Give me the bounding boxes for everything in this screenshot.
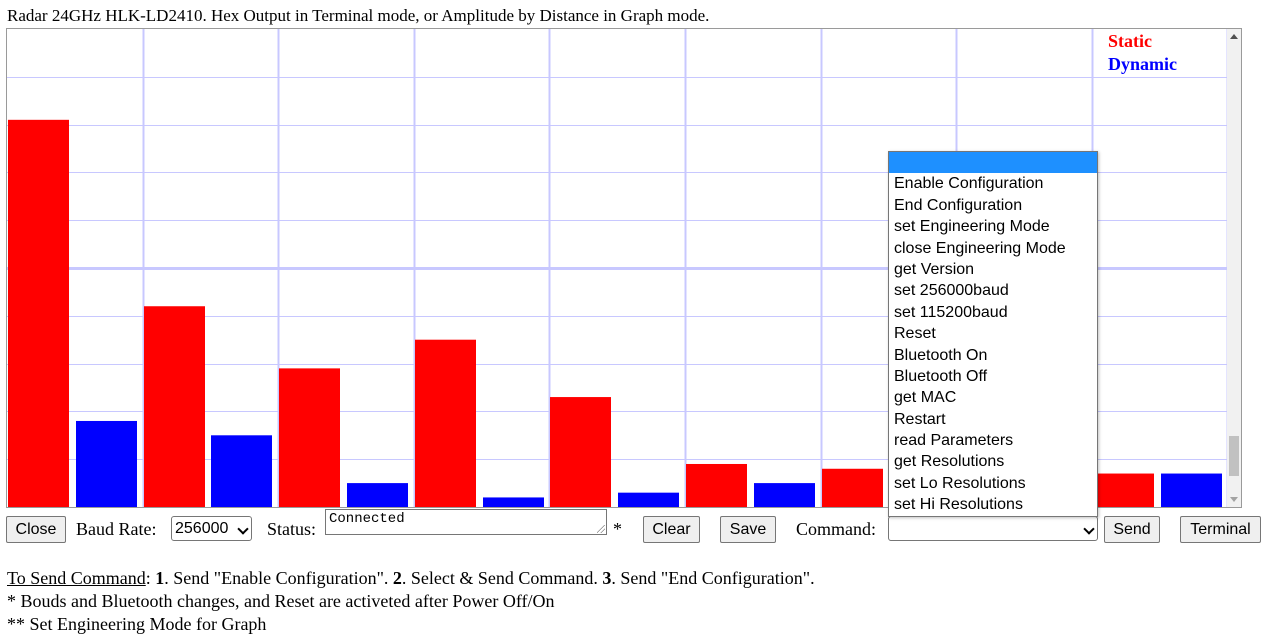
baud-rate-label: Baud Rate: bbox=[76, 519, 157, 539]
static-bar bbox=[1093, 473, 1154, 507]
command-option[interactable]: Enable Configuration bbox=[894, 175, 1044, 193]
chevron-down-icon bbox=[237, 523, 249, 535]
page-title: Radar 24GHz HLK-LD2410. Hex Output in Te… bbox=[7, 6, 710, 25]
baud-rate-select[interactable]: 256000 bbox=[171, 516, 252, 541]
baud-rate-value: 256000 bbox=[175, 520, 229, 537]
step1-text: . Send "Enable Configuration". bbox=[164, 568, 393, 588]
command-dropdown-list[interactable]: Enable Configuration End Configuration set… bbox=[888, 151, 1098, 517]
command-label: Command: bbox=[796, 519, 876, 539]
command-option[interactable]: Bluetooth On bbox=[894, 346, 988, 364]
command-option[interactable]: get Resolutions bbox=[894, 453, 1005, 471]
step3-text: . Send "End Configuration". bbox=[611, 568, 815, 588]
command-option[interactable]: close Engineering Mode bbox=[894, 239, 1066, 257]
dynamic-bar bbox=[483, 497, 544, 507]
command-option[interactable]: Reset bbox=[894, 325, 936, 343]
command-option[interactable] bbox=[889, 152, 1097, 174]
command-option[interactable]: Bluetooth Off bbox=[894, 367, 988, 385]
instructions-steps: To Send Command: 1. Send "Enable Configu… bbox=[7, 567, 815, 590]
command-select[interactable] bbox=[888, 516, 1098, 541]
instructions-heading: To Send Command bbox=[7, 568, 146, 588]
command-option[interactable]: get MAC bbox=[894, 389, 957, 407]
graph-scrollbar[interactable] bbox=[1227, 29, 1241, 507]
static-bar bbox=[279, 368, 340, 507]
step2-text: . Select & Send Command. bbox=[401, 568, 603, 588]
dynamic-bar bbox=[618, 492, 679, 507]
static-bar bbox=[822, 468, 883, 507]
graph-legend: Static Dynamic bbox=[1108, 30, 1177, 76]
save-button[interactable]: Save bbox=[720, 516, 776, 543]
note-power-cycle: * Bouds and Bluetooth changes, and Reset… bbox=[7, 591, 555, 611]
command-option[interactable]: read Parameters bbox=[894, 432, 1014, 450]
command-option[interactable]: set Hi Resolutions bbox=[894, 496, 1023, 514]
note-engineering-mode: ** Set Engineering Mode for Graph bbox=[7, 614, 267, 634]
scroll-thumb[interactable] bbox=[1229, 436, 1239, 476]
status-field[interactable]: Connected bbox=[325, 509, 607, 535]
chevron-down-icon bbox=[1083, 523, 1095, 535]
scroll-up-icon[interactable] bbox=[1230, 34, 1238, 39]
status-value: Connected bbox=[329, 511, 405, 527]
dynamic-bar bbox=[76, 420, 137, 507]
send-button[interactable]: Send bbox=[1104, 516, 1160, 543]
clear-button[interactable]: Clear bbox=[643, 516, 700, 543]
legend-static: Static bbox=[1108, 31, 1152, 51]
instructions: To Send Command: 1. Send "Enable Configu… bbox=[7, 567, 815, 636]
command-option[interactable]: set Lo Resolutions bbox=[894, 474, 1026, 492]
command-option[interactable]: set Engineering Mode bbox=[894, 218, 1050, 236]
legend-dynamic: Dynamic bbox=[1108, 54, 1177, 74]
static-bar bbox=[415, 339, 476, 507]
dynamic-bar bbox=[347, 483, 408, 507]
terminal-button[interactable]: Terminal bbox=[1180, 516, 1261, 543]
step1-number: 1 bbox=[155, 568, 165, 588]
static-bar bbox=[8, 119, 69, 507]
close-button[interactable]: Close bbox=[6, 516, 66, 543]
dynamic-bar bbox=[1161, 473, 1222, 507]
command-option[interactable]: End Configuration bbox=[894, 196, 1023, 214]
step2-number: 2 bbox=[392, 568, 402, 588]
asterisk-note: * bbox=[613, 519, 622, 539]
command-option[interactable]: set 256000baud bbox=[894, 282, 1009, 300]
control-bar: Close Baud Rate: 256000 Status: Connecte… bbox=[0, 509, 1273, 546]
scroll-down-icon[interactable] bbox=[1230, 497, 1238, 502]
status-label: Status: bbox=[267, 519, 317, 539]
static-bar bbox=[550, 397, 611, 507]
command-option[interactable]: set 115200baud bbox=[894, 303, 1008, 321]
step3-number: 3 bbox=[602, 568, 612, 588]
static-bar bbox=[144, 306, 205, 507]
dynamic-bar bbox=[211, 435, 272, 507]
static-bar bbox=[686, 463, 747, 507]
command-option[interactable]: get Version bbox=[894, 260, 975, 278]
dynamic-bar bbox=[754, 483, 815, 507]
command-option[interactable]: Restart bbox=[894, 410, 946, 428]
instructions-colon: : bbox=[145, 568, 156, 588]
resize-grip-icon[interactable] bbox=[597, 525, 605, 533]
